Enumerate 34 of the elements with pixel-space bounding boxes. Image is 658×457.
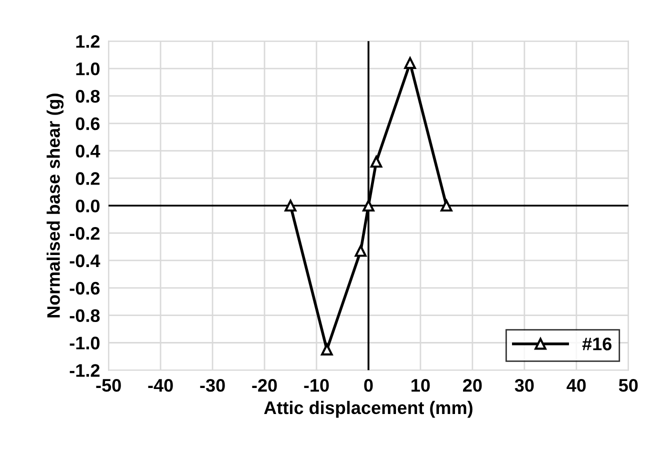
point — [404, 57, 416, 69]
y-tick-label: 0.8 — [76, 90, 100, 103]
point — [284, 200, 296, 212]
point — [320, 344, 333, 356]
x-tick-label: 10 — [412, 378, 430, 392]
y-tick-label: -0.6 — [70, 282, 100, 295]
y-tick-label: -0.4 — [70, 254, 100, 268]
x-tick-label: 40 — [566, 378, 586, 392]
x-tick-label: -40 — [148, 378, 173, 392]
y-tick-label: 0.0 — [76, 200, 100, 212]
y-tick-label: 0.4 — [76, 144, 100, 158]
x-tick-label: 0 — [364, 378, 373, 392]
y-axis-title: Normalised base shear (g) — [46, 94, 64, 318]
y-tick-label: -0.8 — [70, 309, 100, 322]
legend-label: #16 — [582, 338, 612, 350]
point — [362, 200, 374, 212]
point — [370, 156, 382, 168]
point — [354, 244, 367, 257]
y-tick-label: 0.2 — [76, 172, 100, 185]
y-tick-label: -1.0 — [70, 336, 100, 350]
x-tick-label: 20 — [463, 378, 482, 392]
y-tick-label: 0.6 — [76, 117, 100, 130]
point — [440, 200, 452, 212]
y-tick-label: -1.2 — [70, 364, 100, 377]
x-tick-label: -10 — [304, 378, 329, 392]
y-tick-label: 1.2 — [76, 35, 100, 48]
y-tick-label: 1.0 — [76, 62, 100, 76]
x-tick-label: 50 — [618, 378, 638, 392]
x-tick-label: -30 — [200, 378, 225, 392]
x-tick-label: 30 — [514, 378, 534, 392]
x-axis-title: Attic displacement (mm) — [264, 400, 472, 418]
x-tick-label: -50 — [96, 378, 121, 392]
x-tick-label: -20 — [252, 378, 277, 392]
y-tick-label: -0.2 — [70, 227, 100, 240]
